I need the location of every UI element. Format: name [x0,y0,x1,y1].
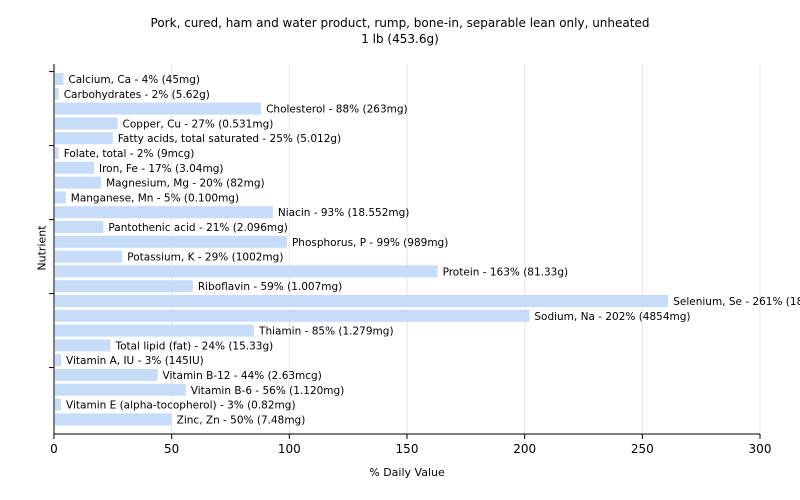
bar [55,398,62,411]
x-tick-label: 300 [749,442,772,456]
bar [55,161,95,174]
bar-label: Niacin - 93% (18.552mg) [278,207,410,219]
chart-title: Pork, cured, ham and water product, rump… [0,15,800,47]
x-tick-label: 0 [50,442,58,456]
bar [55,117,118,130]
bar-label: Iron, Fe - 17% (3.04mg) [99,163,223,175]
bar [55,295,669,307]
x-tick-label: 150 [396,442,419,456]
bar [55,339,111,352]
bar [55,383,186,396]
bar-label: Phosphorus, P - 99% (989mg) [292,237,448,249]
bar [55,265,438,278]
x-axis-label: % Daily Value [369,466,445,479]
bar [55,309,530,322]
bar-label: Carbohydrates - 2% (5.62g) [64,89,210,101]
bar-label: Folate, total - 2% (9mcg) [64,148,195,160]
bar [55,324,255,337]
bar [55,369,158,381]
bar [55,206,273,219]
bar [55,221,104,233]
x-tick-label: 200 [513,442,536,456]
bar [55,191,66,204]
bar [55,102,262,115]
bar-label: Vitamin B-6 - 56% (1.120mg) [191,385,345,397]
bar-label: Potassium, K - 29% (1002mg) [127,252,283,264]
bar [55,87,59,100]
x-tick-label: 250 [631,442,654,456]
bar-label: Copper, Cu - 27% (0.531mg) [123,118,274,130]
bar-label: Selenium, Se - 261% (182.8mcg) [673,296,800,308]
bar-label: Cholesterol - 88% (263mg) [266,104,408,116]
bar [55,73,64,85]
bar [55,176,102,189]
bar-label: Vitamin A, IU - 3% (145IU) [66,355,204,367]
bar [55,413,172,426]
bar-label: Protein - 163% (81.33g) [443,266,569,278]
bar [55,354,62,367]
bar-label: Riboflavin - 59% (1.007mg) [198,281,342,293]
bar [55,235,287,248]
bar [55,147,59,159]
bar-label: Manganese, Mn - 5% (0.100mg) [71,192,239,204]
bar-label: Vitamin E (alpha-tocopherol) - 3% (0.82m… [66,400,296,412]
bar-label: Pantothenic acid - 21% (2.096mg) [108,222,287,234]
bar-label: Total lipid (fat) - 24% (15.33g) [114,340,273,352]
chart-subtitle: 1 lb (453.6g) [361,32,439,46]
bar-label: Fatty acids, total saturated - 25% (5.01… [118,133,341,145]
chart-title-text: Pork, cured, ham and water product, rump… [150,16,650,30]
bar-label: Magnesium, Mg - 20% (82mg) [106,178,265,190]
x-tick-label: 100 [278,442,301,456]
x-tick-label: 50 [164,442,179,456]
bar [55,280,193,293]
bar-label: Calcium, Ca - 4% (45mg) [68,74,200,86]
bar-label: Zinc, Zn - 50% (7.48mg) [177,414,306,426]
bar [55,132,113,145]
bar-label: Sodium, Na - 202% (4854mg) [534,311,690,323]
bar-label: Vitamin B-12 - 44% (2.63mcg) [163,370,322,382]
bar [55,250,123,263]
bar-label: Thiamin - 85% (1.279mg) [258,326,394,338]
